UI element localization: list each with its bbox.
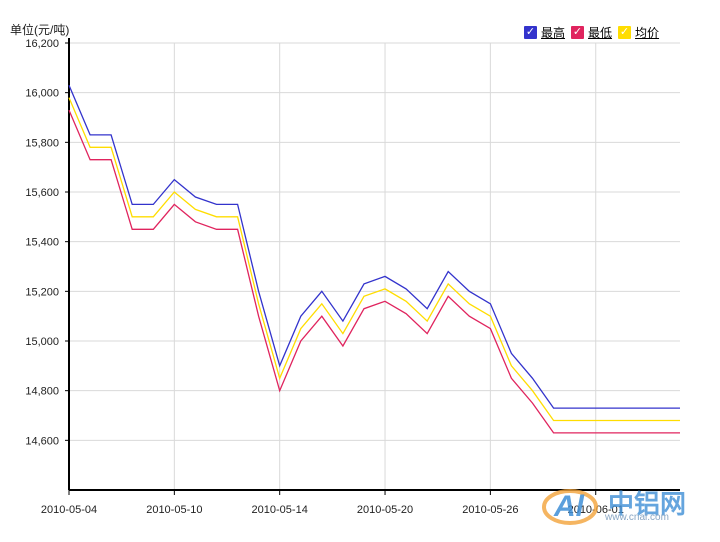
- series-line-high: [68, 84, 680, 409]
- y-tick-label: 15,200: [25, 286, 59, 298]
- x-tick-label: 2010-05-14: [252, 504, 308, 516]
- legend-item-high[interactable]: ✓ 最高: [524, 24, 565, 41]
- legend-label-avg[interactable]: 均价: [635, 26, 660, 40]
- legend-label-low[interactable]: 最低: [588, 26, 613, 40]
- y-tick-label: 15,600: [25, 187, 59, 199]
- legend: ✓ 最高 ✓ 最低 ✓ 均价: [524, 24, 665, 41]
- x-tick-label: 2010-05-20: [357, 504, 413, 516]
- svg-text:Al: Al: [553, 490, 585, 523]
- watermark-brand: 中铝网: [608, 490, 686, 520]
- y-tick-label: 15,400: [25, 237, 59, 249]
- legend-item-avg[interactable]: ✓ 均价: [618, 24, 659, 41]
- watermark-url: www.cnal.com: [605, 512, 669, 523]
- x-tick-label: 2010-05-26: [462, 504, 518, 516]
- y-tick-label: 15,800: [25, 137, 59, 149]
- y-tick-label: 14,800: [25, 386, 59, 398]
- unit-label: 单位(元/吨): [10, 23, 70, 37]
- legend-item-low[interactable]: ✓ 最低: [571, 24, 612, 41]
- series-line-avg: [68, 97, 680, 422]
- x-tick-label: 2010-05-04: [41, 504, 97, 516]
- y-tick-label: 15,000: [25, 336, 59, 348]
- x-tick-label: 2010-05-10: [146, 504, 202, 516]
- checkbox-checked-icon[interactable]: ✓: [571, 26, 585, 39]
- checkbox-checked-icon[interactable]: ✓: [618, 26, 632, 39]
- y-tick-label: 16,200: [25, 38, 59, 50]
- series-line-low: [68, 109, 680, 434]
- y-tick-label: 14,600: [25, 435, 59, 447]
- legend-label-high[interactable]: 最高: [541, 26, 566, 40]
- brand-logo-watermark: Al 中铝网: [542, 489, 686, 525]
- checkbox-checked-icon[interactable]: ✓: [524, 26, 537, 39]
- y-tick-label: 16,000: [25, 88, 59, 100]
